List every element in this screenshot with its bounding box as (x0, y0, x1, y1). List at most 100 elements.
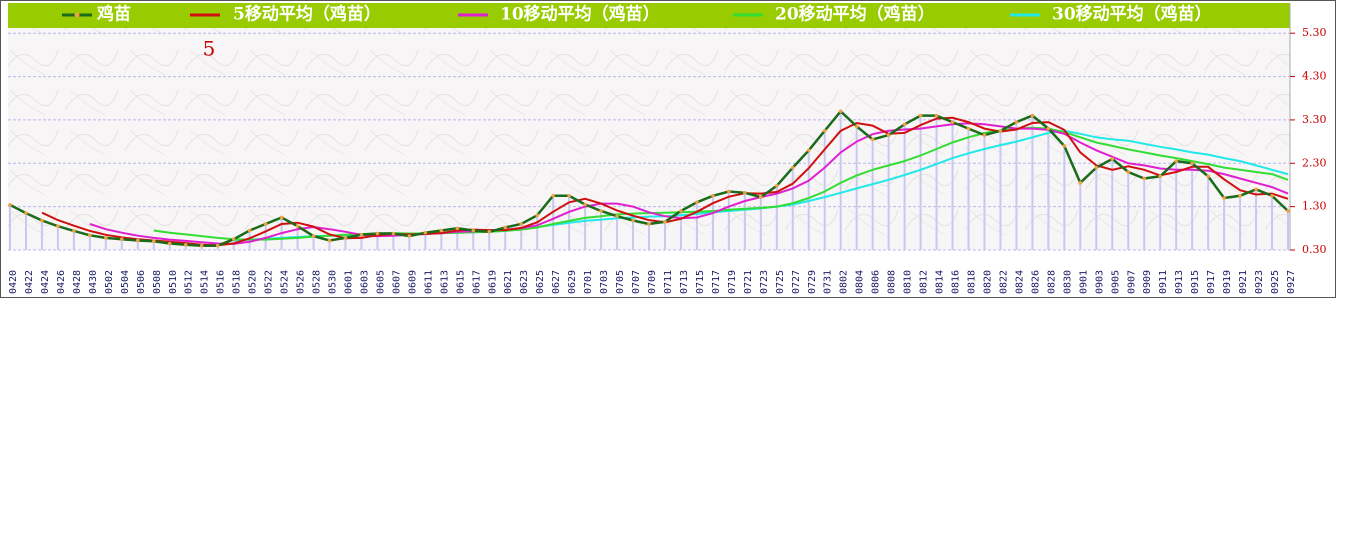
point (1046, 126, 1051, 131)
point (535, 213, 539, 218)
point (136, 238, 140, 243)
x-tick-label: 0917 (1206, 270, 1217, 294)
point (1286, 209, 1290, 213)
legend-bar (8, 3, 1290, 28)
point (1238, 194, 1242, 198)
x-tick-label: 0420 (8, 270, 19, 294)
x-tick-label: 0512 (184, 270, 195, 294)
x-tick-label: 0911 (1158, 270, 1169, 294)
x-tick-label: 0810 (903, 270, 914, 294)
point (167, 241, 172, 246)
x-tick-label: 0905 (1110, 270, 1121, 294)
point (423, 230, 428, 235)
point (1094, 165, 1099, 170)
x-tick-label: 0915 (1190, 270, 1201, 294)
point (8, 203, 12, 207)
point (1174, 159, 1178, 163)
legend-dot (74, 12, 80, 18)
annotation: 5 (203, 37, 216, 61)
x-tick-label: 0804 (855, 270, 866, 294)
y-tick-label: 4.30 (1302, 70, 1327, 83)
point (663, 220, 667, 224)
point (215, 243, 220, 248)
x-tick-label: 0814 (935, 270, 946, 294)
x-tick-label: 0609 (407, 270, 418, 294)
x-tick-label: 0629 (567, 270, 578, 294)
x-tick-label: 0727 (791, 270, 802, 294)
x-tick-label: 0522 (264, 270, 275, 294)
x-tick-label: 0828 (1046, 270, 1057, 294)
x-tick-label: 0516 (216, 270, 227, 294)
point (790, 165, 795, 170)
point (183, 242, 188, 247)
x-tick-label: 0719 (727, 270, 738, 294)
legend-label: 20移动平均（鸡苗） (775, 4, 935, 25)
point (599, 209, 603, 213)
x-tick-label: 0903 (1094, 270, 1105, 294)
x-tick-label: 0729 (807, 270, 818, 294)
x-tick-label: 0808 (887, 270, 898, 294)
point (551, 194, 555, 198)
point (40, 218, 44, 223)
point (151, 239, 156, 244)
point (711, 194, 715, 198)
x-tick-label: 0826 (1030, 270, 1041, 294)
x-tick-label: 0709 (647, 270, 658, 294)
point (407, 234, 412, 238)
x-tick-label: 0514 (200, 270, 211, 294)
x-tick-label: 0806 (871, 270, 882, 294)
y-tick-label: 3.30 (1302, 113, 1327, 126)
point (822, 128, 827, 133)
x-tick-label: 0506 (136, 270, 147, 294)
point (56, 224, 60, 228)
point (279, 215, 284, 220)
x-tick-label: 0715 (695, 270, 706, 294)
x-tick-label: 0925 (1270, 270, 1281, 294)
point (966, 126, 971, 131)
x-tick-label: 0824 (1014, 270, 1025, 294)
x-tick-label: 0603 (359, 270, 370, 294)
x-tick-label: 0428 (72, 270, 83, 294)
legend-label: 5移动平均（鸡苗） (233, 4, 381, 25)
x-tick-label: 0927 (1286, 270, 1297, 294)
x-tick-label: 0615 (455, 270, 466, 294)
point (471, 228, 476, 233)
x-tick-label: 0623 (519, 270, 530, 294)
point (743, 190, 747, 195)
y-tick-label: 0.30 (1302, 243, 1327, 256)
point (838, 109, 843, 114)
y-tick-label: 2.30 (1302, 156, 1327, 169)
point (199, 243, 204, 248)
x-tick-label: 0510 (168, 270, 179, 294)
point (1142, 176, 1147, 181)
x-tick-label: 0426 (56, 270, 67, 294)
point (24, 211, 28, 215)
x-tick-label: 0504 (120, 270, 131, 294)
point (487, 229, 492, 234)
x-tick-label: 0502 (104, 270, 115, 294)
point (231, 237, 236, 241)
x-tick-label: 0705 (615, 270, 626, 294)
point (870, 137, 875, 142)
x-tick-label: 0802 (839, 270, 850, 294)
point (327, 238, 332, 243)
x-tick-label: 0508 (152, 270, 163, 294)
point (1158, 174, 1162, 179)
point (1126, 170, 1131, 174)
legend-label: 30移动平均（鸡苗） (1052, 4, 1212, 25)
x-tick-label: 0820 (982, 270, 993, 294)
point (391, 231, 396, 236)
point (695, 200, 699, 205)
point (1206, 174, 1210, 179)
x-tick-label: 0611 (423, 270, 434, 294)
x-tick-label: 0707 (631, 270, 642, 294)
x-tick-label: 0711 (663, 270, 674, 294)
x-tick-label: 0617 (471, 270, 482, 294)
x-tick-label: 0919 (1222, 270, 1233, 294)
point (519, 222, 523, 226)
x-tick-label: 0901 (1078, 270, 1089, 294)
x-tick-label: 0424 (40, 270, 51, 294)
x-tick-label: 0830 (1062, 270, 1073, 294)
point (918, 113, 923, 118)
